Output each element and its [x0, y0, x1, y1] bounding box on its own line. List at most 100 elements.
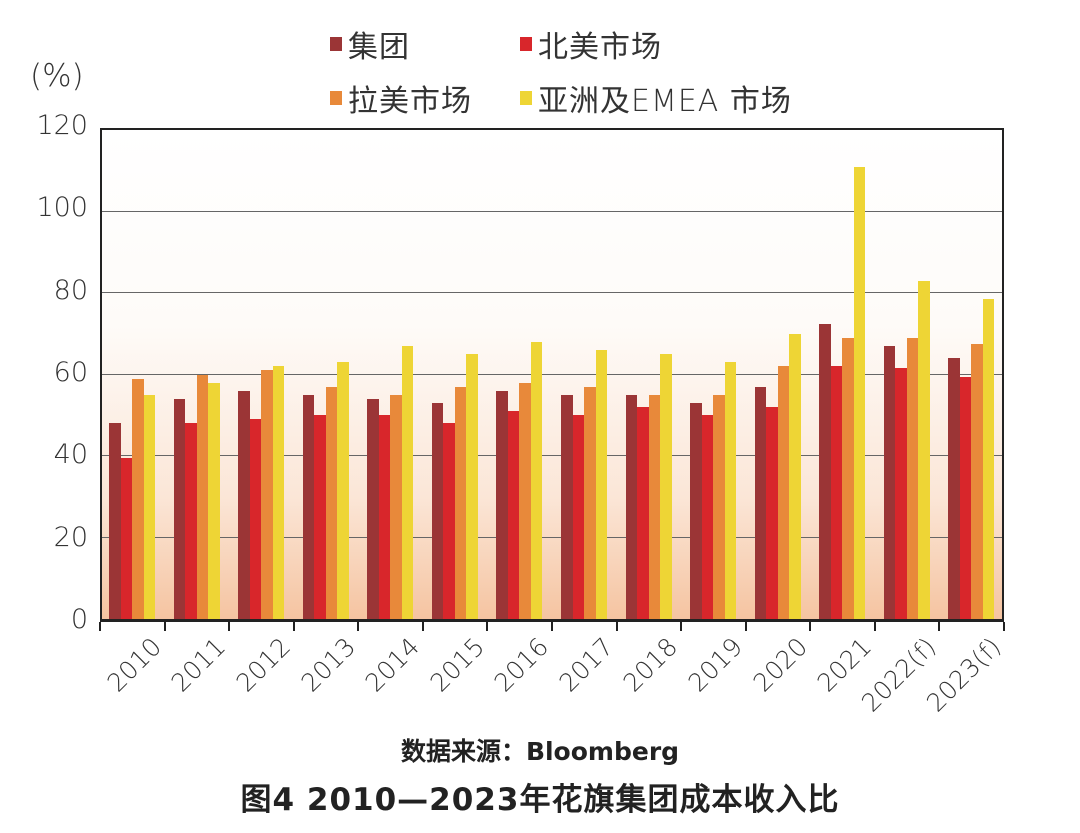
y-tick-label: 100	[36, 192, 88, 224]
x-tick-label: 2012	[230, 632, 297, 698]
x-tick-label: 2020	[747, 632, 813, 698]
x-tick	[421, 622, 424, 631]
bar	[595, 350, 607, 619]
bar	[766, 407, 778, 619]
bar	[185, 423, 197, 619]
x-tick	[809, 622, 812, 631]
x-tick-label: 2016	[488, 632, 555, 698]
bar	[208, 382, 220, 619]
gridline	[102, 536, 1002, 538]
x-tick	[357, 622, 360, 631]
bar	[853, 166, 866, 619]
bar	[637, 407, 649, 619]
x-tick-label: 2014	[359, 632, 426, 698]
bar	[584, 386, 596, 619]
bar	[883, 345, 896, 619]
bar	[842, 337, 854, 619]
legend-item-latin-america: 拉美市场	[330, 76, 472, 120]
bar	[789, 333, 801, 619]
bar	[325, 386, 338, 619]
bar	[496, 390, 508, 619]
legend-swatch-group	[330, 37, 342, 51]
y-tick-label: 40	[53, 439, 88, 471]
bar	[982, 299, 995, 619]
plot-area	[100, 128, 1004, 622]
bar	[906, 337, 919, 619]
y-tick-label: 0	[70, 604, 88, 635]
legend-swatch-latin-america	[330, 91, 342, 105]
bar	[390, 394, 402, 619]
x-tick	[615, 622, 618, 631]
bar	[272, 366, 285, 619]
gridline	[102, 292, 1002, 293]
bar	[466, 354, 478, 619]
x-tick	[486, 622, 489, 631]
legend-label: 亚洲及EMEA 市场	[538, 84, 792, 119]
bar	[648, 394, 661, 619]
bar	[109, 423, 121, 619]
bar	[561, 394, 573, 619]
bar	[314, 415, 326, 619]
bar	[660, 354, 672, 619]
x-tick	[680, 622, 683, 631]
legend-item-group: 集团	[330, 22, 410, 66]
x-tick-label: 2013	[295, 632, 361, 698]
bar	[713, 394, 725, 619]
bar	[777, 366, 790, 619]
bar	[261, 370, 273, 619]
legend-item-north-america: 北美市场	[520, 22, 662, 66]
bar	[948, 358, 960, 619]
x-tick	[99, 622, 101, 631]
bar	[690, 403, 702, 619]
gridline	[102, 210, 1002, 212]
x-tick-label: 2018	[618, 632, 684, 698]
bar	[249, 419, 262, 619]
y-tick-label: 60	[53, 357, 88, 388]
gridline	[102, 455, 1002, 456]
bar	[830, 366, 843, 619]
bar	[367, 398, 379, 619]
bar	[401, 345, 414, 619]
bar	[572, 415, 584, 619]
x-tick	[938, 622, 941, 631]
x-tick-label: 2011	[166, 632, 232, 698]
y-tick-label: 20	[53, 521, 88, 553]
bar	[302, 394, 315, 619]
legend-swatch-asia-emea	[520, 91, 532, 105]
x-tick-label: 2019	[682, 632, 749, 698]
legend-label: 北美市场	[538, 30, 662, 65]
x-tick-label: 2015	[424, 632, 490, 698]
bar	[173, 398, 186, 619]
bar	[443, 423, 455, 619]
bar	[819, 323, 831, 619]
figure-caption: 图4 2010—2023年花旗集团成本收入比	[240, 782, 840, 818]
bar	[196, 374, 209, 619]
y-axis-unit: (%)	[30, 58, 84, 94]
x-tick	[551, 622, 553, 631]
legend-label: 拉美市场	[348, 84, 472, 119]
x-tick	[163, 622, 166, 631]
bar	[519, 382, 531, 619]
bar	[120, 458, 132, 619]
bar	[507, 411, 520, 619]
bar	[132, 378, 144, 619]
bar	[959, 376, 972, 619]
bar	[971, 343, 983, 619]
x-tick	[873, 622, 876, 631]
y-tick-label: 80	[53, 274, 88, 306]
legend-item-asia-emea: 亚洲及EMEA 市场	[520, 76, 792, 120]
legend-swatch-north-america	[520, 37, 532, 51]
x-tick	[292, 622, 295, 631]
bar	[701, 415, 714, 619]
bar	[238, 390, 250, 619]
bar	[754, 386, 767, 619]
x-tick	[1003, 622, 1005, 631]
bar	[625, 394, 638, 619]
y-tick-label: 120	[36, 110, 88, 141]
bar	[530, 341, 543, 619]
data-source: 数据来源：Bloomberg	[400, 737, 680, 766]
bar	[454, 386, 467, 619]
x-tick	[744, 622, 747, 631]
x-tick-label: 2010	[101, 632, 168, 698]
x-tick-label: 2017	[553, 632, 620, 698]
